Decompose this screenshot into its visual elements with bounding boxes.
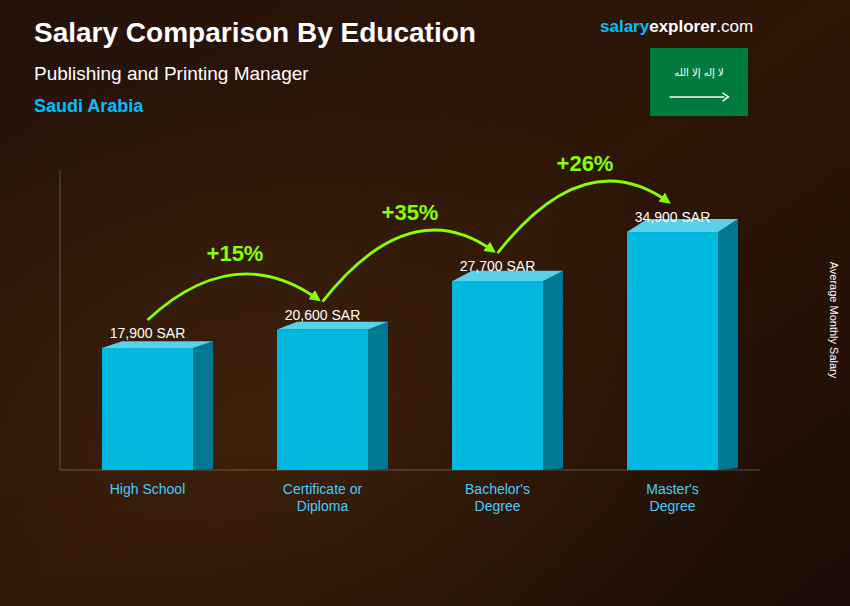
data-label: 27,700 SAR	[460, 258, 536, 274]
bar-group	[627, 219, 738, 470]
chart-container: 17,900 SAR 20,600 SAR 27,700 SAR 34,900 SAR…	[0, 0, 850, 606]
category-label-line: Certificate or	[283, 481, 363, 497]
logo: salaryexplorer.com	[600, 17, 753, 36]
flag-text: لا إله إلا الله	[674, 67, 723, 79]
country: Saudi Arabia	[34, 96, 144, 116]
bar-side	[368, 322, 388, 470]
category-label-line: Degree	[475, 498, 521, 514]
category-label-line: High School	[110, 481, 186, 497]
bar-side	[543, 271, 563, 470]
background	[0, 0, 850, 606]
chart-svg: 17,900 SAR 20,600 SAR 27,700 SAR 34,900 SAR…	[0, 0, 850, 606]
flag-sword-tip	[723, 93, 729, 101]
bar	[627, 232, 718, 470]
logo-part: salary	[600, 17, 650, 36]
change-label: +35%	[382, 200, 439, 225]
category-label-line: Diploma	[297, 498, 349, 514]
y-axis-line	[60, 170, 61, 470]
data-label: 20,600 SAR	[285, 307, 361, 323]
category-label-line: Degree	[650, 498, 696, 514]
bar	[277, 330, 368, 470]
logo-part: explorer	[649, 17, 716, 36]
category-label-line: Master's	[646, 481, 698, 497]
category-label: High School	[110, 481, 186, 497]
bar-top	[102, 341, 213, 348]
title: Salary Comparison By Education	[34, 17, 476, 48]
change-arrow	[323, 230, 494, 302]
flag	[650, 48, 748, 116]
bar-top	[277, 322, 388, 330]
change-label: +26%	[557, 151, 614, 176]
subtitle: Publishing and Printing Manager	[34, 63, 309, 84]
bar-group	[102, 341, 213, 470]
data-label: 34,900 SAR	[635, 209, 711, 225]
bars	[102, 219, 738, 470]
category-label: Bachelor'sDegree	[465, 481, 530, 514]
flag-sword	[670, 96, 725, 98]
category-label: Certificate orDiploma	[283, 481, 363, 514]
logo-part: .com	[716, 17, 753, 36]
y-axis-label: Average Monthly Salary	[828, 262, 840, 379]
background-glow	[0, 0, 850, 606]
change-label: +15%	[207, 241, 264, 266]
bar	[102, 348, 193, 470]
bar-group	[277, 322, 388, 470]
change-arrow	[148, 274, 319, 320]
bar	[452, 281, 543, 470]
data-label: 17,900 SAR	[110, 325, 186, 341]
category-label: Master'sDegree	[646, 481, 698, 514]
change-arrow	[498, 181, 669, 253]
bar-side	[718, 219, 738, 470]
category-label-line: Bachelor's	[465, 481, 530, 497]
bar-group	[452, 271, 563, 470]
bar-side	[193, 341, 213, 470]
